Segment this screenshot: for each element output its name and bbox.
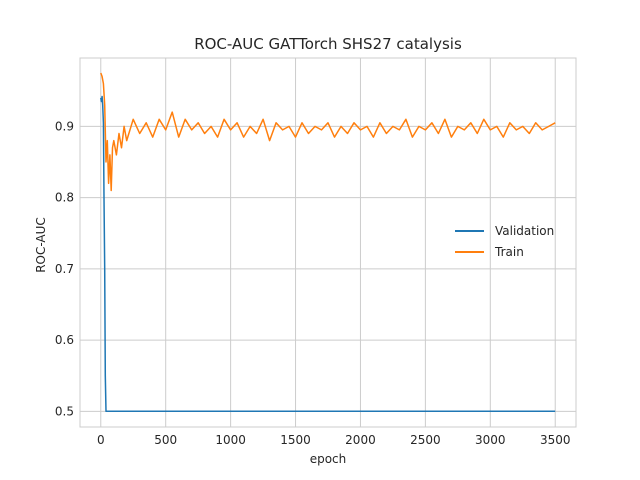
tick-labels: 0 500 1000 1500 2000 2500 3000 3500 0.5 0.6 0.7 0.8… [55,119,571,447]
x-tick-label: 3000 [475,433,506,447]
chart-title: ROC-AUC GATTorch SHS27 catalysis [194,35,462,53]
y-tick-label: 0.8 [55,191,74,205]
grid [80,58,576,427]
y-tick-label: 0.7 [55,262,74,276]
x-tick-label: 2000 [345,433,376,447]
x-axis-label: epoch [310,452,347,466]
y-tick-label: 0.6 [55,333,74,347]
x-tick-label: 0 [97,433,105,447]
legend-label: Train [494,245,524,259]
x-tick-label: 3500 [540,433,571,447]
x-tick-label: 500 [154,433,177,447]
x-tick-label: 2500 [410,433,441,447]
y-tick-label: 0.5 [55,404,74,418]
plot-area [100,72,556,413]
legend-label: Validation [495,224,554,238]
legend: Validation Train [455,224,554,259]
y-axis-label: ROC-AUC [34,217,48,273]
x-tick-label: 1500 [280,433,311,447]
legend-item-train: Train [455,245,524,259]
y-tick-label: 0.9 [55,119,74,133]
series-line-train [100,72,556,192]
series-line-validation [100,95,556,413]
plot-frame [79,57,577,428]
legend-item-validation: Validation [455,224,554,238]
x-tick-label: 1000 [215,433,246,447]
